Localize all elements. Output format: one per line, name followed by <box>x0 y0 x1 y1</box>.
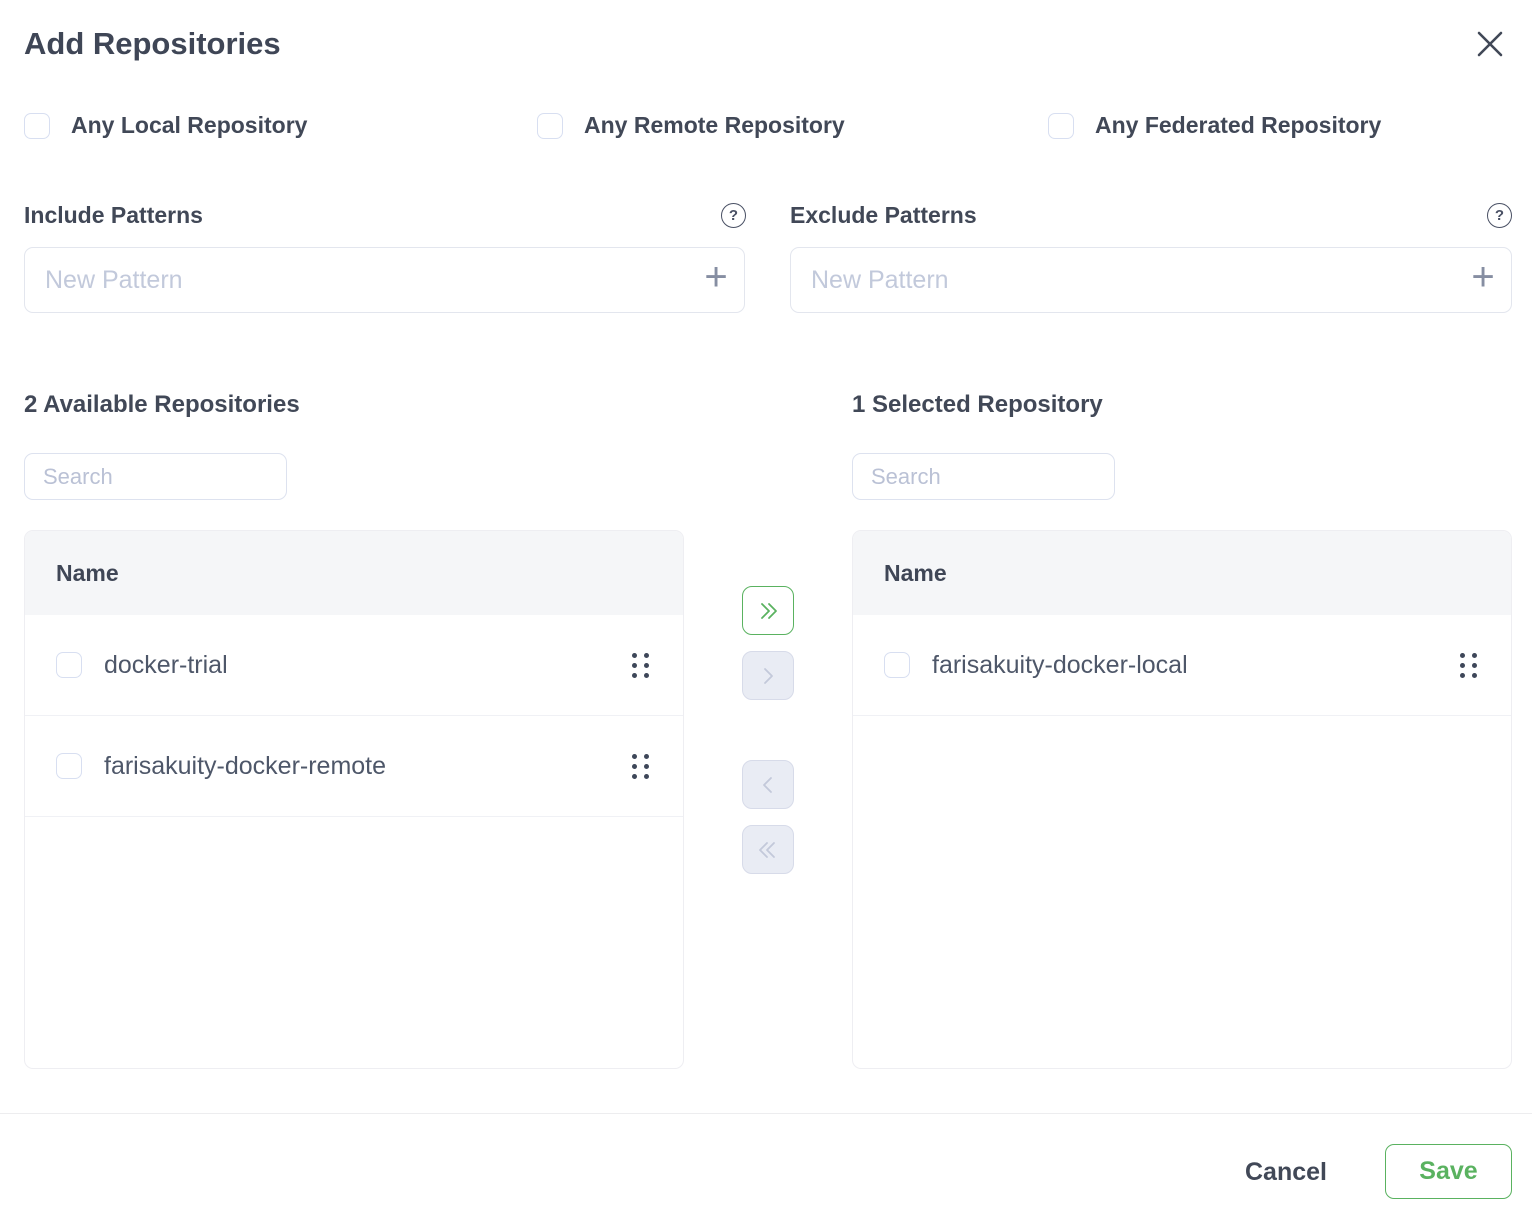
include-pattern-field: + <box>24 247 745 313</box>
table-row[interactable]: farisakuity-docker-local <box>853 615 1511 716</box>
repo-type-checkbox-row: Any Local Repository Any Remote Reposito… <box>24 112 1512 142</box>
include-patterns-help-icon[interactable]: ? <box>721 203 746 228</box>
available-name-column-header: Name <box>56 559 119 586</box>
any-remote-checkbox[interactable] <box>537 112 563 139</box>
selected-name-column-header: Name <box>884 559 947 586</box>
table-row[interactable]: docker-trial <box>25 615 683 716</box>
any-federated-label: Any Federated Repository <box>1095 112 1382 138</box>
selected-search-input[interactable] <box>853 454 1114 499</box>
move-all-right-button[interactable] <box>742 586 794 635</box>
drag-handle-icon[interactable] <box>628 649 653 682</box>
available-table-header: Name <box>25 531 683 615</box>
exclude-pattern-add-button[interactable]: + <box>1455 248 1511 312</box>
footer-divider <box>0 1113 1532 1114</box>
include-patterns-label: Include Patterns <box>24 202 203 228</box>
selected-repository-title: 1 Selected Repository <box>852 391 1103 418</box>
table-row[interactable]: farisakuity-docker-remote <box>25 716 683 817</box>
selected-search-field <box>852 453 1115 500</box>
any-remote-label: Any Remote Repository <box>584 112 845 138</box>
row-checkbox[interactable] <box>56 652 82 678</box>
selected-table-header: Name <box>853 531 1511 615</box>
plus-icon: + <box>704 255 728 299</box>
drag-handle-icon[interactable] <box>1456 649 1481 682</box>
drag-handle-icon[interactable] <box>628 750 653 783</box>
close-button[interactable] <box>1466 20 1514 68</box>
any-federated-checkbox[interactable] <box>1048 112 1074 139</box>
cancel-button[interactable]: Cancel <box>1226 1147 1346 1197</box>
include-pattern-add-button[interactable]: + <box>688 248 744 312</box>
close-icon <box>1475 29 1505 59</box>
exclude-patterns-help-icon[interactable]: ? <box>1487 203 1512 228</box>
move-right-button[interactable] <box>742 651 794 700</box>
selected-repositories-table: Name farisakuity-docker-local <box>852 530 1512 1069</box>
checkbox-row-any-remote: Any Remote Repository <box>537 112 845 139</box>
repo-name: farisakuity-docker-local <box>932 650 1188 679</box>
repo-name: docker-trial <box>104 650 228 679</box>
row-checkbox[interactable] <box>884 652 910 678</box>
available-search-input[interactable] <box>25 454 286 499</box>
save-button[interactable]: Save <box>1385 1144 1512 1199</box>
chevron-left-icon <box>754 771 782 799</box>
available-search-field <box>24 453 287 500</box>
chevron-right-icon <box>754 662 782 690</box>
double-chevron-right-icon <box>754 597 782 625</box>
exclude-pattern-input[interactable] <box>791 265 1455 295</box>
available-repositories-title: 2 Available Repositories <box>24 391 300 418</box>
include-pattern-input[interactable] <box>25 265 688 295</box>
any-local-checkbox[interactable] <box>24 112 50 139</box>
exclude-pattern-field: + <box>790 247 1512 313</box>
double-chevron-left-icon <box>754 836 782 864</box>
checkbox-row-any-federated: Any Federated Repository <box>1048 112 1381 139</box>
move-left-button[interactable] <box>742 760 794 809</box>
any-local-label: Any Local Repository <box>71 112 308 138</box>
checkbox-row-any-local: Any Local Repository <box>24 112 307 139</box>
exclude-patterns-label: Exclude Patterns <box>790 202 977 228</box>
repo-name: farisakuity-docker-remote <box>104 751 387 780</box>
available-repositories-table: Name docker-trial farisakuity-docker-rem… <box>24 530 684 1069</box>
dialog-title: Add Repositories <box>24 26 281 61</box>
move-all-left-button[interactable] <box>742 825 794 874</box>
plus-icon: + <box>1471 255 1495 299</box>
row-checkbox[interactable] <box>56 753 82 779</box>
